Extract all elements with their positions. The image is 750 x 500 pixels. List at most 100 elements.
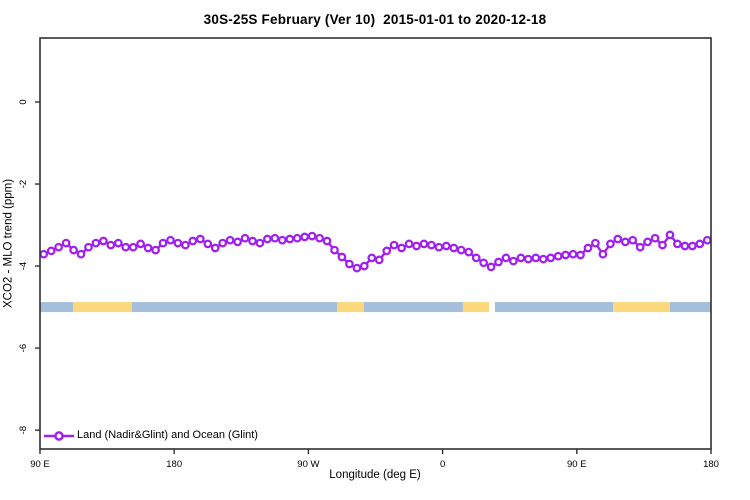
data-point-marker — [374, 255, 384, 265]
data-point-marker — [76, 249, 86, 259]
data-point-marker — [494, 257, 503, 267]
data-point-marker — [136, 239, 145, 249]
axis-ticks: 90 E 180 90 W 0 90 E 180 0 -2 -4 -6 -8 — [18, 99, 719, 470]
legend-marker — [44, 431, 74, 441]
data-point-marker — [538, 254, 548, 264]
data-point-marker — [591, 238, 600, 248]
data-point-marker — [307, 231, 317, 241]
data-point-marker — [568, 249, 578, 259]
data-point-marker — [509, 256, 518, 266]
y-tick-label: -6 — [18, 344, 29, 352]
data-point-marker — [553, 251, 563, 261]
data-point-marker — [173, 238, 183, 248]
data-point-marker — [359, 261, 369, 271]
data-point-marker — [99, 236, 108, 246]
data-point-marker — [673, 239, 682, 249]
data-point-marker — [643, 237, 652, 247]
data-point-marker — [665, 230, 675, 240]
bar-segment-ocean — [494, 302, 614, 313]
legend-circle-marker — [54, 431, 64, 441]
data-point-marker — [412, 241, 421, 251]
data-point-marker — [270, 233, 280, 243]
x-tick-label: 180 — [166, 459, 182, 470]
data-point-marker — [427, 240, 436, 250]
data-point-marker — [255, 238, 265, 248]
y-axis-label: XCO2 - MLO trend (ppm) — [2, 178, 15, 309]
data-point-marker — [263, 234, 272, 244]
data-point-marker — [61, 238, 71, 248]
data-point-marker — [523, 254, 533, 264]
data-point-marker — [464, 247, 474, 257]
data-point-marker — [69, 245, 78, 255]
data-point-marker — [583, 243, 593, 253]
data-point-marker — [210, 243, 220, 253]
data-point-marker — [113, 238, 123, 248]
data-point-marker — [39, 249, 49, 259]
data-point-marker — [404, 239, 414, 249]
data-point-marker — [628, 235, 638, 245]
y-tick-label: -4 — [18, 262, 29, 270]
data-point-marker — [598, 249, 608, 259]
land-ocean-bar — [40, 302, 711, 313]
data-point-marker — [277, 235, 287, 245]
data-point-marker — [91, 238, 101, 248]
data-point-marker — [337, 252, 347, 262]
bar-segment-land — [337, 302, 365, 313]
data-point-marker — [225, 235, 235, 245]
data-point-marker — [188, 236, 198, 246]
x-tick-label: 90 E — [567, 459, 587, 470]
data-point-marker — [285, 234, 295, 244]
data-point-marker — [479, 258, 488, 268]
data-point-marker — [54, 242, 63, 252]
data-point-marker — [471, 253, 481, 263]
data-point-marker — [121, 242, 131, 252]
data-point-marker — [419, 239, 429, 249]
data-point-marker — [449, 243, 459, 253]
data-point-marker — [501, 253, 511, 263]
bar-segment-land — [462, 302, 489, 313]
bar-segment-ocean — [364, 302, 463, 313]
legend-entry-label: Land (Nadir&Glint) and Ocean (Glint) — [77, 429, 258, 441]
data-point-marker — [218, 238, 228, 248]
data-point-marker — [292, 233, 302, 243]
data-point-marker — [561, 250, 570, 260]
data-point-marker — [486, 262, 496, 272]
x-tick-label: 0 — [440, 459, 445, 470]
y-tick-label: -2 — [18, 180, 29, 188]
data-point-marker — [635, 242, 645, 252]
data-point-marker — [158, 238, 168, 248]
y-tick-label: 0 — [18, 99, 29, 104]
x-tick-label: 90 W — [297, 459, 319, 470]
data-point-marker — [650, 233, 660, 243]
data-point-marker — [382, 246, 392, 256]
data-point-marker — [106, 240, 116, 250]
plot-border — [39, 37, 712, 450]
data-point-marker — [240, 233, 250, 243]
data-point-marker — [203, 239, 213, 249]
data-point-marker — [434, 242, 444, 252]
data-point-marker — [352, 263, 362, 273]
y-tick-label: -8 — [18, 426, 29, 434]
data-point-marker — [680, 241, 690, 251]
data-point-marker — [613, 234, 623, 244]
bar-segment-ocean — [40, 302, 74, 313]
data-point-marker — [606, 239, 615, 249]
data-point-marker — [695, 239, 705, 249]
data-point-marker — [322, 236, 332, 246]
data-point-marker — [389, 240, 399, 250]
data-point-marker — [456, 245, 466, 255]
data-point-marker — [546, 253, 556, 263]
bar-segment-ocean — [669, 302, 711, 313]
data-point-marker — [166, 235, 175, 245]
chart-title: 30S-25S February (Ver 10) 2015-01-01 to … — [203, 12, 547, 27]
data-point-marker — [128, 242, 138, 252]
x-tick-label: 180 — [703, 459, 719, 470]
data-point-marker — [151, 245, 160, 255]
data-point-marker — [181, 240, 190, 250]
data-point-marker — [315, 233, 324, 243]
data-point-marker — [300, 232, 310, 242]
data-point-marker — [248, 236, 257, 246]
data-point-marker — [658, 240, 667, 250]
data-point-marker — [367, 253, 377, 263]
data-series — [39, 230, 712, 273]
